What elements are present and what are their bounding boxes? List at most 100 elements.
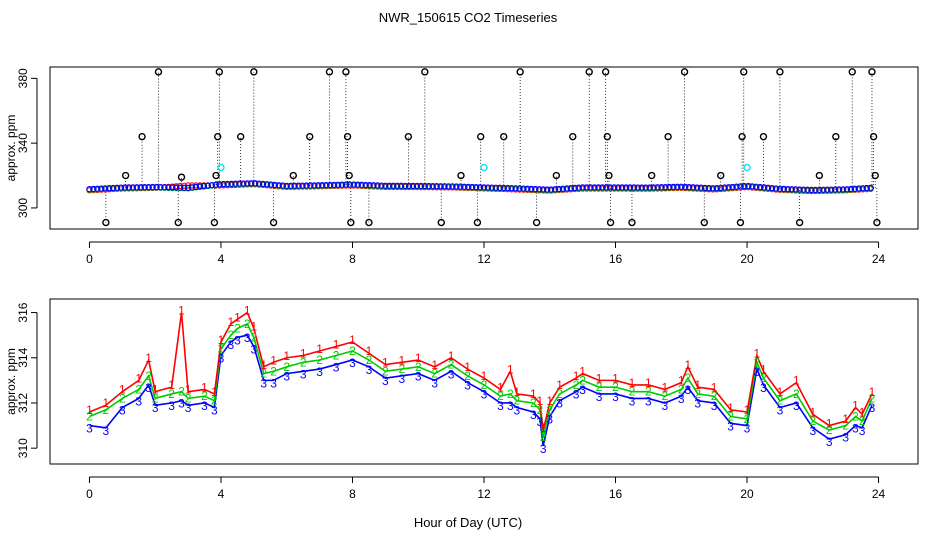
- series-3-point: [121, 184, 129, 191]
- flagged-point: [736, 218, 745, 227]
- series-3-point: [820, 186, 827, 193]
- series-3-point: [295, 182, 302, 189]
- series-1-marker: 1: [685, 358, 692, 372]
- flagged-point: [601, 68, 610, 76]
- series-3-point: [409, 182, 417, 190]
- series-3-point: [421, 182, 428, 190]
- series-2-marker: 2: [86, 410, 93, 424]
- series-2-marker: 2: [694, 387, 701, 401]
- series-3-point: [686, 183, 693, 191]
- series-1-marker: 1: [546, 394, 553, 408]
- series-3-point: [760, 184, 768, 191]
- series-3-marker: 3: [103, 424, 110, 438]
- series-3-point: [630, 184, 638, 191]
- series-3-point: [291, 182, 298, 189]
- x-tick-label: 4: [218, 487, 225, 501]
- series-3-point: [319, 182, 326, 189]
- x-tick-label: 20: [740, 487, 754, 501]
- series-3-point: [579, 184, 586, 191]
- series-3-marker: 3: [859, 424, 866, 438]
- series-3-point: [859, 185, 866, 192]
- flagged-point: [343, 132, 352, 141]
- y-axis-label: approx. ppm: [4, 348, 18, 415]
- series-3-point: [145, 183, 152, 191]
- flagged-point: [500, 132, 508, 141]
- series-1-marker: 1: [556, 378, 563, 392]
- flagged-point: [345, 171, 353, 180]
- series-2-marker: 2: [152, 391, 159, 405]
- flagged-point: [269, 218, 278, 227]
- series-2-marker: 2: [869, 391, 876, 405]
- series-1-marker: 1: [793, 374, 800, 388]
- series-2-marker: 2: [251, 330, 258, 344]
- x-tick-label: 20: [740, 252, 754, 266]
- x-tick-label: 0: [86, 252, 93, 266]
- series-1-marker: 1: [86, 403, 93, 417]
- series-1-marker: 1: [145, 351, 152, 365]
- series-3-point: [682, 183, 689, 191]
- series-3-point: [390, 182, 397, 189]
- series-3-point: [417, 182, 425, 190]
- series-3-point: [358, 181, 365, 188]
- series-3-point: [133, 184, 140, 191]
- series-3-point: [106, 185, 113, 192]
- series-1-marker: 1: [270, 353, 277, 367]
- series-3-point: [153, 183, 160, 191]
- series-3-point: [275, 182, 282, 189]
- series-1-marker: 1: [579, 365, 586, 379]
- series-3-point: [252, 180, 259, 187]
- series-3-point: [812, 186, 819, 194]
- series-3-point: [472, 183, 480, 191]
- series-3-point: [508, 185, 515, 192]
- series-3-point: [855, 185, 862, 192]
- series-3-point: [279, 182, 286, 189]
- series-3-point: [465, 183, 472, 191]
- series-3-point: [165, 184, 172, 191]
- flagged-point: [477, 132, 485, 141]
- series-3-point: [689, 184, 697, 191]
- series-3-point: [342, 181, 350, 188]
- series-1-marker: 1: [645, 376, 652, 390]
- flagged-point: [154, 68, 163, 76]
- series-2-marker: 2: [678, 382, 685, 396]
- series-3-point: [177, 184, 184, 191]
- series-1-marker: 1: [842, 412, 849, 426]
- series-3-point: [571, 184, 578, 192]
- series-3-point: [216, 181, 223, 188]
- series-3-point: [563, 185, 571, 192]
- series-3-marker: 3: [481, 388, 488, 402]
- series-3-point: [338, 181, 346, 188]
- series-3-point: [816, 186, 823, 193]
- series-2-marker: 2: [145, 369, 152, 383]
- series-3-point: [828, 186, 835, 193]
- y-axis-label: approx. ppm: [4, 115, 18, 182]
- series-3-point: [784, 185, 791, 193]
- series-3-point: [370, 182, 377, 189]
- series-3-point: [587, 184, 594, 191]
- series-1-marker: 1: [596, 371, 603, 385]
- flagged-point: [740, 68, 748, 76]
- series-3-point: [449, 183, 456, 190]
- series-2-marker: 2: [579, 373, 586, 387]
- series-2-marker: 2: [826, 423, 833, 437]
- flagged-point: [404, 132, 413, 141]
- series-2-marker: 2: [507, 387, 514, 401]
- series-3-point: [287, 182, 294, 189]
- series-3-marker: 3: [333, 361, 340, 375]
- series-2-marker: 2: [842, 419, 849, 433]
- series-3-marker: 3: [546, 413, 553, 427]
- flagged-point: [236, 132, 245, 141]
- series-2-marker: 2: [859, 414, 866, 428]
- series-3-point: [654, 184, 661, 191]
- series-3-point: [618, 184, 626, 191]
- series-3-point: [137, 184, 144, 191]
- series-2-marker: 2: [135, 382, 142, 396]
- series-3-marker: 3: [178, 397, 185, 411]
- series-3-marker: 3: [685, 383, 692, 397]
- series-2-marker: 2: [777, 394, 784, 408]
- cyan-point: [743, 163, 751, 172]
- series-3-point: [476, 184, 484, 191]
- series-3-point: [334, 181, 342, 188]
- series-3-point: [169, 184, 176, 191]
- series-3-marker: 3: [227, 338, 234, 352]
